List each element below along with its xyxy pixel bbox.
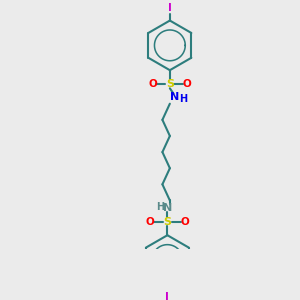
Text: H: H: [156, 202, 164, 212]
Text: O: O: [180, 217, 189, 226]
Text: S: S: [166, 79, 174, 89]
Text: O: O: [183, 79, 192, 89]
Text: I: I: [165, 292, 169, 300]
Text: H: H: [179, 94, 188, 104]
Text: O: O: [148, 79, 157, 89]
Text: S: S: [164, 217, 171, 226]
Text: O: O: [146, 217, 154, 226]
Text: N: N: [170, 92, 179, 103]
Text: N: N: [163, 203, 172, 213]
Text: I: I: [168, 3, 172, 13]
